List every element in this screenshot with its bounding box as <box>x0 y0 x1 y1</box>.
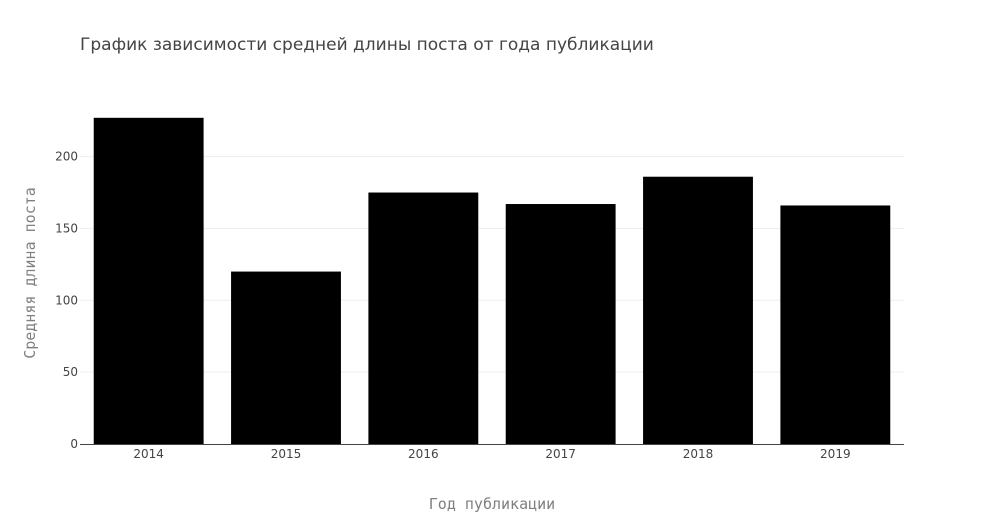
x-axis-title: Год публикации <box>429 495 555 513</box>
x-tick-label: 2017 <box>545 447 576 461</box>
x-tick-label: 2015 <box>271 447 302 461</box>
bars <box>93 117 891 444</box>
bar-2017 <box>505 204 616 444</box>
y-tick-label: 150 <box>55 221 78 235</box>
bar-2016 <box>368 192 479 444</box>
x-tick-label: 2019 <box>820 447 851 461</box>
bar-2015 <box>231 271 341 444</box>
x-tick-labels: 2014 2015 2016 2017 2018 2019 <box>133 447 850 461</box>
bar-2014 <box>93 117 204 444</box>
x-tick-label: 2014 <box>133 447 164 461</box>
grid-lines <box>80 156 904 373</box>
y-tick-label: 100 <box>55 293 78 307</box>
y-tick-label: 50 <box>63 365 78 379</box>
y-axis-title: Средняя длина поста <box>21 187 39 359</box>
y-tick-label: 0 <box>70 437 78 451</box>
y-tick-labels: 0 50 100 150 200 <box>55 150 78 451</box>
chart-title: График зависимости средней длины поста о… <box>80 35 654 55</box>
x-tick-label: 2018 <box>683 447 714 461</box>
bar-2019 <box>780 205 891 444</box>
y-tick-label: 200 <box>55 150 78 164</box>
x-tick-label: 2016 <box>408 447 439 461</box>
bar-2018 <box>643 176 753 444</box>
